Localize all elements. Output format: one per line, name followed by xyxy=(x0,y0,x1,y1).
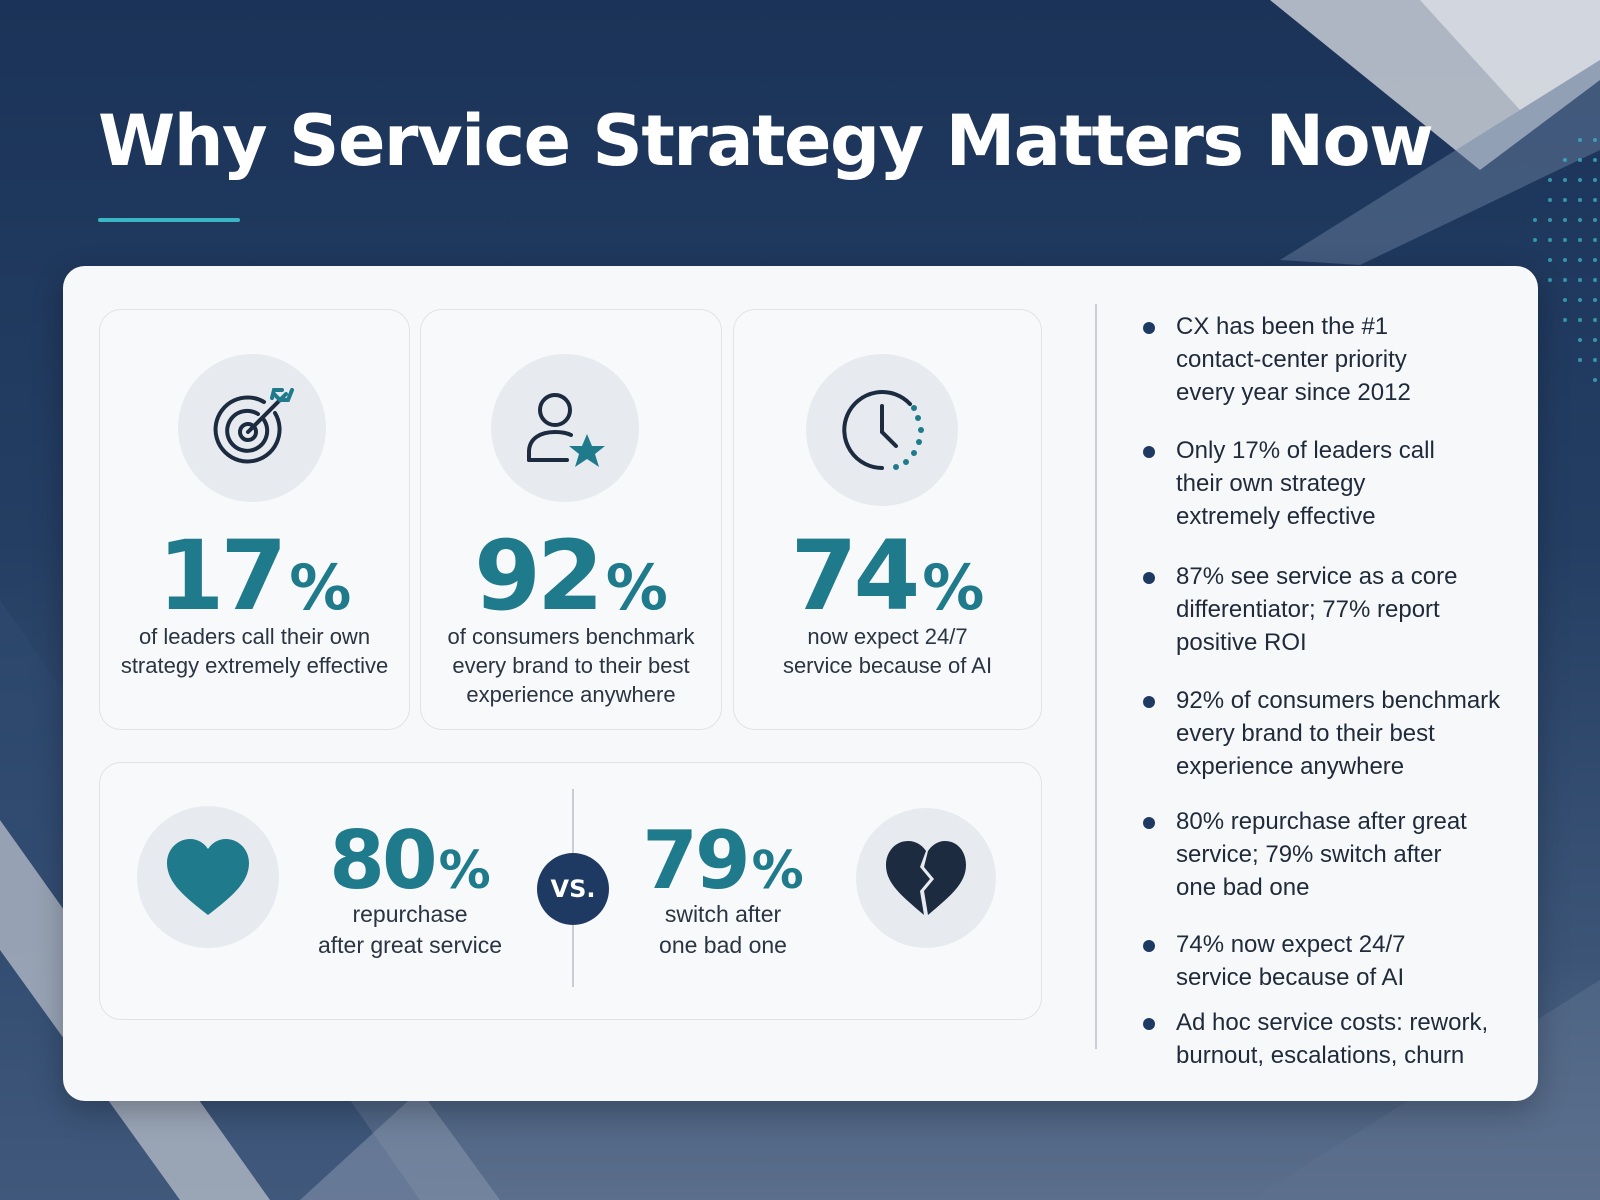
list-item: Only 17% of leaders call their own strat… xyxy=(1140,434,1520,533)
stat-value: 92% xyxy=(421,528,721,624)
clock-icon xyxy=(842,390,924,470)
bullet-line: burnout, escalations, churn xyxy=(1176,1042,1465,1069)
icon-circle xyxy=(178,354,326,502)
stat-unit: % xyxy=(289,551,352,624)
list-item: 80% repurchase after great service; 79% … xyxy=(1140,805,1520,904)
bullet-line: service because of AI xyxy=(1176,964,1405,991)
bullet-line: service; 79% switch after xyxy=(1176,841,1442,868)
bullet-line: experience anywhere xyxy=(1176,753,1405,780)
caption-line: switch after xyxy=(664,901,782,927)
caption-line: one bad one xyxy=(659,932,787,958)
caption-line: service because of AI xyxy=(782,653,993,678)
bullet-dot xyxy=(1143,322,1155,334)
bullet-line: CX has been the #1 xyxy=(1176,313,1389,340)
list-item: 92% of consumers benchmark every brand t… xyxy=(1140,684,1520,783)
bullet-line: every brand to their best xyxy=(1176,720,1435,747)
bullet-line: 74% now expect 24/7 xyxy=(1176,931,1406,958)
stat-number: 79 xyxy=(642,814,750,907)
caption-line: experience anywhere xyxy=(466,682,676,707)
stat-unit: % xyxy=(751,841,804,901)
target-icon xyxy=(213,388,294,464)
stat-value: 17% xyxy=(100,528,409,624)
icon-circle xyxy=(491,354,639,502)
bullet-line: contact-center priority xyxy=(1176,346,1407,373)
stat-number: 92 xyxy=(474,520,604,632)
dot-pattern xyxy=(1533,138,1597,382)
stat-unit: % xyxy=(605,551,668,624)
bullet-line: positive ROI xyxy=(1176,629,1307,656)
caption-line: every brand to their best xyxy=(452,653,690,678)
caption-line: strategy extremely effective xyxy=(120,653,389,678)
bullet-line: Ad hoc service costs: rework, xyxy=(1176,1009,1489,1036)
bullet-dot xyxy=(1143,817,1155,829)
bullet-line: extremely effective xyxy=(1176,503,1376,530)
stat-caption: of leaders call their own strategy extre… xyxy=(110,622,399,680)
bullet-line: 87% see service as a core xyxy=(1176,563,1458,590)
stat-card-leaders: 17% of leaders call their own strategy e… xyxy=(99,309,410,730)
user-star-icon xyxy=(527,393,605,467)
icon-circle xyxy=(856,808,996,948)
comparison-right-caption: switch after one bad one xyxy=(618,899,828,961)
bullet-dot xyxy=(1143,446,1155,458)
bullet-dot xyxy=(1143,940,1155,952)
bullet-line: their own strategy xyxy=(1176,470,1366,497)
caption-line: after great service xyxy=(317,932,503,958)
stat-unit: % xyxy=(438,841,491,901)
bullet-dot xyxy=(1143,696,1155,708)
bullet-line: differentiator; 77% report xyxy=(1176,596,1440,623)
comparison-right-value: 79% xyxy=(618,821,828,901)
comparison-left-caption: repurchase after great service xyxy=(300,899,520,961)
vs-badge: VS. xyxy=(537,853,609,925)
section-divider xyxy=(1095,304,1097,1049)
stat-caption: of consumers benchmark every brand to th… xyxy=(431,622,711,709)
comparison-left-value: 80% xyxy=(300,821,520,901)
list-item: Ad hoc service costs: rework, burnout, e… xyxy=(1140,1006,1520,1072)
bullet-line: 80% repurchase after great xyxy=(1176,808,1467,835)
bullet-line: one bad one xyxy=(1176,874,1310,901)
content-card: 17% of leaders call their own strategy e… xyxy=(63,266,1538,1101)
comparison-card: 80% repurchase after great service VS. 7… xyxy=(99,762,1042,1020)
title-underline xyxy=(98,218,240,222)
list-item: 74% now expect 24/7 service because of A… xyxy=(1140,928,1520,994)
stat-number: 17 xyxy=(157,520,288,632)
page-title: Why Service Strategy Matters Now xyxy=(98,100,1434,182)
stat-card-consumers: 92% of consumers benchmark every brand t… xyxy=(420,309,722,730)
list-item: CX has been the #1 contact-center priori… xyxy=(1140,310,1520,409)
caption-line: now expect 24/7 xyxy=(807,624,968,649)
bullet-line: every year since 2012 xyxy=(1176,379,1411,406)
heart-icon xyxy=(167,839,249,915)
bullet-line: Only 17% of leaders call xyxy=(1176,437,1435,464)
bullet-dot xyxy=(1143,1018,1155,1030)
icon-circle xyxy=(806,354,958,506)
stat-card-expectations: 74% now expect 24/7 service because of A… xyxy=(733,309,1042,730)
caption-line: of consumers benchmark xyxy=(447,624,695,649)
list-item: 87% see service as a core differentiator… xyxy=(1140,560,1520,659)
bullet-line: 92% of consumers benchmark xyxy=(1176,687,1501,714)
bullet-dot xyxy=(1143,572,1155,584)
stat-number: 74 xyxy=(790,520,921,632)
icon-circle xyxy=(137,806,279,948)
stat-unit: % xyxy=(922,551,985,624)
caption-line: repurchase xyxy=(352,901,468,927)
stat-value: 74% xyxy=(734,528,1041,624)
broken-heart-icon xyxy=(886,841,966,915)
stat-caption: now expect 24/7 service because of AI xyxy=(744,622,1031,680)
caption-line: of leaders call their own xyxy=(138,624,371,649)
stat-number: 80 xyxy=(329,814,437,907)
